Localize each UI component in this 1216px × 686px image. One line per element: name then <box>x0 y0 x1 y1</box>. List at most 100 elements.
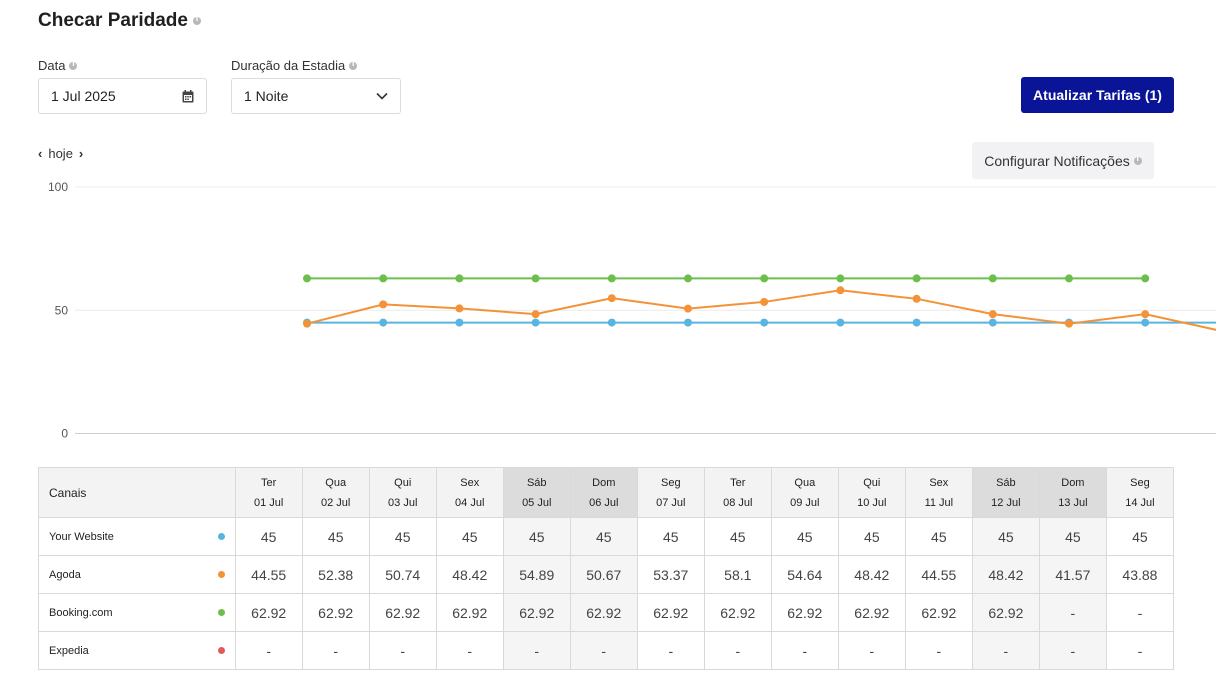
info-icon[interactable] <box>349 60 358 70</box>
stay-duration-select[interactable]: 1 Noite <box>231 78 401 114</box>
rate-cell: 62.92 <box>971 593 1040 632</box>
rate-cell: 44.55 <box>234 555 303 594</box>
data-point[interactable] <box>684 274 692 283</box>
data-point[interactable] <box>607 294 616 303</box>
rate-cell: 45 <box>234 517 303 556</box>
data-point[interactable] <box>988 274 997 283</box>
weekday-label: Qui <box>394 476 412 489</box>
data-point[interactable] <box>379 318 388 327</box>
channel-cell: Booking.com <box>38 593 236 632</box>
data-point[interactable] <box>303 319 311 328</box>
rate-cell: 45 <box>435 517 504 556</box>
data-point[interactable] <box>684 304 692 313</box>
rate-cell: 48.42 <box>971 555 1040 594</box>
data-point[interactable] <box>836 274 845 283</box>
column-header-day: Seg 07 Jul <box>636 467 705 518</box>
data-point[interactable] <box>912 318 921 327</box>
rate-cell: - <box>1105 631 1174 670</box>
stay-value: 1 Noite <box>244 88 289 104</box>
data-point[interactable] <box>531 310 540 319</box>
weekday-label: Seg <box>1130 476 1150 489</box>
rate-cell: 62.92 <box>234 593 303 632</box>
data-point[interactable] <box>988 310 997 319</box>
data-point[interactable] <box>1065 274 1073 283</box>
rate-cell: 62.92 <box>837 593 906 632</box>
rate-cell: 45 <box>368 517 437 556</box>
channel-name: Booking.com <box>49 606 113 619</box>
weekday-label: Qua <box>325 476 347 489</box>
rate-cell: 44.55 <box>904 555 973 594</box>
table-row: Expedia - - - - - - - - - - - - - - <box>38 631 1174 670</box>
date-label-text: Data <box>38 58 66 73</box>
rate-cell: - <box>636 631 705 670</box>
rate-cell: 62.92 <box>301 593 370 632</box>
data-point[interactable] <box>455 318 464 327</box>
table-row: Agoda 44.55 52.38 50.74 48.42 54.89 50.67 53.37… <box>38 555 1174 594</box>
info-icon[interactable] <box>69 60 78 70</box>
channel-cell: Your Website <box>38 517 236 556</box>
rate-cell: - <box>569 631 638 670</box>
data-point[interactable] <box>1141 310 1150 319</box>
chevron-right-icon[interactable]: › <box>78 146 84 161</box>
data-point[interactable] <box>379 300 388 309</box>
data-point[interactable] <box>912 274 921 283</box>
info-icon[interactable] <box>192 15 201 25</box>
rate-cell: 54.89 <box>502 555 571 594</box>
table-row: Your Website 45 45 45 45 45 45 45 45 45 45 45 45 45 45 <box>38 517 1174 556</box>
rate-cell: 58.1 <box>703 555 772 594</box>
rate-cell: - <box>770 631 839 670</box>
data-point[interactable] <box>912 294 921 303</box>
date-label: 14 Jul <box>1125 496 1155 509</box>
data-point[interactable] <box>1065 319 1073 328</box>
date-label: 12 Jul <box>991 496 1021 509</box>
column-header-day: Qua 09 Jul <box>770 467 839 518</box>
rate-cell: 48.42 <box>435 555 504 594</box>
weekday-label: Qua <box>794 476 816 489</box>
update-rates-button[interactable]: Atualizar Tarifas (1) <box>1021 77 1174 113</box>
data-point[interactable] <box>836 286 845 295</box>
data-point[interactable] <box>836 318 845 327</box>
configure-notifications-button[interactable]: Configurar Notificações <box>972 142 1154 179</box>
rate-cell: 45 <box>636 517 705 556</box>
rate-cell: 45 <box>1038 517 1107 556</box>
date-label: 01 Jul <box>254 496 284 509</box>
data-point[interactable] <box>607 274 616 283</box>
date-picker[interactable]: 1 Jul 2025 <box>38 78 207 114</box>
today-link[interactable]: hoje <box>48 146 73 161</box>
rate-cell: - <box>301 631 370 670</box>
data-point[interactable] <box>1141 318 1150 327</box>
weekday-label: Sáb <box>996 476 1016 489</box>
weekday-label: Sáb <box>526 476 547 489</box>
rate-cell: 45 <box>904 517 973 556</box>
weekday-label: Seg <box>660 476 681 489</box>
data-point[interactable] <box>379 274 388 283</box>
date-label: 06 Jul <box>589 496 619 509</box>
chevron-left-icon[interactable]: ‹ <box>38 146 43 161</box>
data-point[interactable] <box>760 297 769 306</box>
rate-cell: 50.67 <box>569 555 638 594</box>
data-point[interactable] <box>531 274 540 283</box>
column-header-day: Seg 14 Jul <box>1105 467 1174 518</box>
y-tick-label: 100 <box>48 180 68 194</box>
data-point[interactable] <box>607 318 616 327</box>
rate-cell: - <box>368 631 437 670</box>
date-label: 09 Jul <box>790 496 820 509</box>
date-navigation: ‹ hoje › <box>38 146 83 161</box>
data-point[interactable] <box>531 318 540 327</box>
column-header-day: Dom 06 Jul <box>569 467 638 518</box>
rate-cell: 45 <box>502 517 571 556</box>
data-point[interactable] <box>303 274 311 283</box>
rate-cell: 45 <box>301 517 370 556</box>
data-point[interactable] <box>760 274 769 283</box>
rate-cell: 41.57 <box>1038 555 1107 594</box>
data-point[interactable] <box>455 304 464 313</box>
rate-cell: - <box>837 631 906 670</box>
page-title-text: Checar Paridade <box>38 10 188 31</box>
data-point[interactable] <box>1141 274 1150 283</box>
data-point[interactable] <box>684 318 692 327</box>
data-point[interactable] <box>988 318 997 327</box>
data-point[interactable] <box>455 274 464 283</box>
data-point[interactable] <box>760 318 769 327</box>
info-icon <box>1133 155 1142 165</box>
date-label: 13 Jul <box>1058 496 1088 509</box>
